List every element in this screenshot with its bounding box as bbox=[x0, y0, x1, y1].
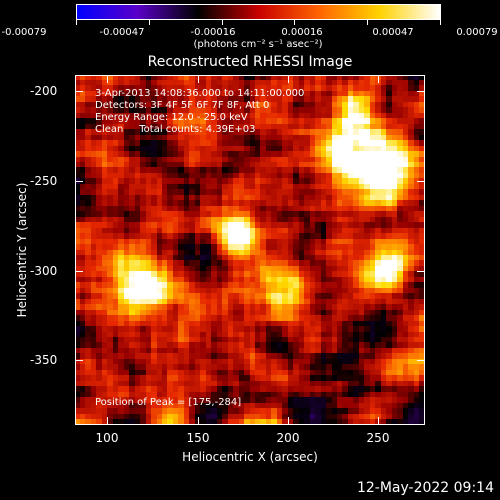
colorbar-tick-label: 0.00016 bbox=[281, 27, 323, 38]
colorbar-tick-label: 0.00079 bbox=[456, 27, 498, 38]
y-axis-label: Heliocentric Y (arcsec) bbox=[15, 182, 29, 318]
y-tick bbox=[75, 360, 83, 361]
colorbar-tick-label: -0.00016 bbox=[190, 27, 236, 38]
x-tick bbox=[107, 417, 108, 425]
y-tick-label: -300 bbox=[30, 264, 58, 278]
y-tick bbox=[417, 360, 425, 361]
x-tick-label: 100 bbox=[95, 431, 119, 445]
colorbar-ticks bbox=[76, 20, 441, 26]
y-tick bbox=[417, 271, 425, 272]
colorbar-units: (photons cm⁻² s⁻¹ asec⁻²) bbox=[193, 39, 323, 50]
colorbar-tick-label: -0.00079 bbox=[1, 27, 47, 38]
x-tick bbox=[198, 75, 199, 83]
x-tick bbox=[378, 417, 379, 425]
x-tick bbox=[198, 417, 199, 425]
y-tick bbox=[75, 91, 83, 92]
colorbar-tick-label: -0.00047 bbox=[99, 27, 145, 38]
x-tick-label: 250 bbox=[366, 431, 390, 445]
colorbar-tick-label: 0.00047 bbox=[372, 27, 414, 38]
x-tick-label: 200 bbox=[276, 431, 300, 445]
x-tick bbox=[378, 75, 379, 83]
colorbar-tick bbox=[440, 20, 441, 25]
annotation-energy-range: Energy Range: 12.0 - 25.0 keV bbox=[95, 112, 248, 123]
y-tick-label: -350 bbox=[30, 353, 58, 367]
annotation-detectors: Detectors: 3F 4F 5F 6F 7F 8F, Att 0 bbox=[95, 100, 270, 111]
colorbar-tick bbox=[76, 20, 77, 25]
x-tick bbox=[107, 75, 108, 83]
x-tick bbox=[288, 417, 289, 425]
colorbar bbox=[76, 4, 441, 20]
x-axis-label: Heliocentric X (arcsec) bbox=[182, 450, 318, 464]
y-tick bbox=[75, 181, 83, 182]
peak-position: Position of Peak = [175,-284] bbox=[95, 397, 242, 408]
rhessi-heatmap bbox=[75, 75, 425, 425]
annotation-time-range: 3-Apr-2013 14:08:36.000 to 14:11:00.000 bbox=[95, 88, 305, 99]
colorbar-tick bbox=[367, 20, 369, 25]
x-tick-label: 150 bbox=[186, 431, 210, 445]
colorbar-tick bbox=[221, 20, 223, 25]
y-tick bbox=[417, 91, 425, 92]
y-tick-label: -200 bbox=[30, 84, 58, 98]
annotation-method: Clean Total counts: 4.39E+03 bbox=[95, 124, 256, 135]
y-tick bbox=[75, 271, 83, 272]
footer-date: 12-May-2022 09:14 bbox=[356, 480, 494, 496]
image-plot-area[interactable] bbox=[75, 75, 425, 425]
y-tick-label: -250 bbox=[30, 174, 58, 188]
colorbar-tick bbox=[294, 20, 296, 25]
x-tick bbox=[288, 75, 289, 83]
plot-title: Reconstructed RHESSI Image bbox=[147, 54, 353, 70]
colorbar-tick bbox=[148, 20, 150, 25]
observation-annotation: 3-Apr-2013 14:08:36.000 to 14:11:00.000 … bbox=[95, 88, 304, 136]
y-tick bbox=[417, 181, 425, 182]
